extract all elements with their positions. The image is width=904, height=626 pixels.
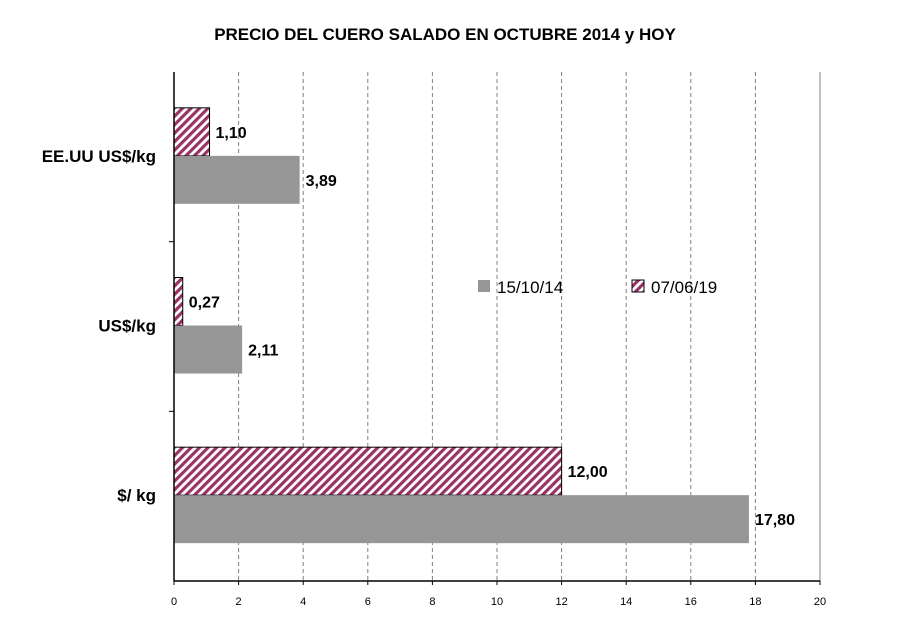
category-label: US$/kg — [98, 317, 156, 336]
x-tick-label: 4 — [300, 596, 306, 608]
x-tick-label: 18 — [749, 596, 761, 608]
bar-2019 — [173, 446, 563, 496]
data-label: 17,80 — [755, 512, 795, 529]
x-tick-label: 20 — [814, 596, 826, 608]
data-label: 1,10 — [216, 125, 247, 142]
x-tick-label: 14 — [620, 596, 632, 608]
x-tick-label: 2 — [236, 596, 242, 608]
category-label: $/ kg — [117, 486, 156, 505]
bar-2014 — [174, 495, 749, 544]
legend-label: 15/10/14 — [497, 278, 563, 297]
data-label: 3,89 — [306, 173, 337, 190]
bar-2014 — [174, 155, 300, 204]
x-tick-label: 8 — [429, 596, 435, 608]
x-tick-label: 12 — [555, 596, 567, 608]
bar-2019 — [173, 107, 211, 157]
legend-label: 07/06/19 — [651, 278, 717, 297]
legend-swatch — [631, 279, 645, 293]
x-tick-label: 10 — [491, 596, 503, 608]
data-label: 12,00 — [568, 464, 608, 481]
legend-swatch — [478, 280, 490, 292]
chart-title: PRECIO DEL CUERO SALADO EN OCTUBRE 2014 … — [214, 25, 676, 44]
data-label: 2,11 — [248, 343, 278, 360]
x-tick-label: 0 — [171, 596, 177, 608]
bar-2014 — [174, 325, 243, 374]
x-tick-label: 16 — [685, 596, 697, 608]
bar-2019 — [173, 277, 184, 326]
x-tick-label: 6 — [365, 596, 371, 608]
data-label: 0,27 — [189, 295, 220, 312]
category-label: EE.UU US$/kg — [42, 147, 156, 166]
legend: 15/10/14 07/06/19 — [478, 278, 717, 297]
